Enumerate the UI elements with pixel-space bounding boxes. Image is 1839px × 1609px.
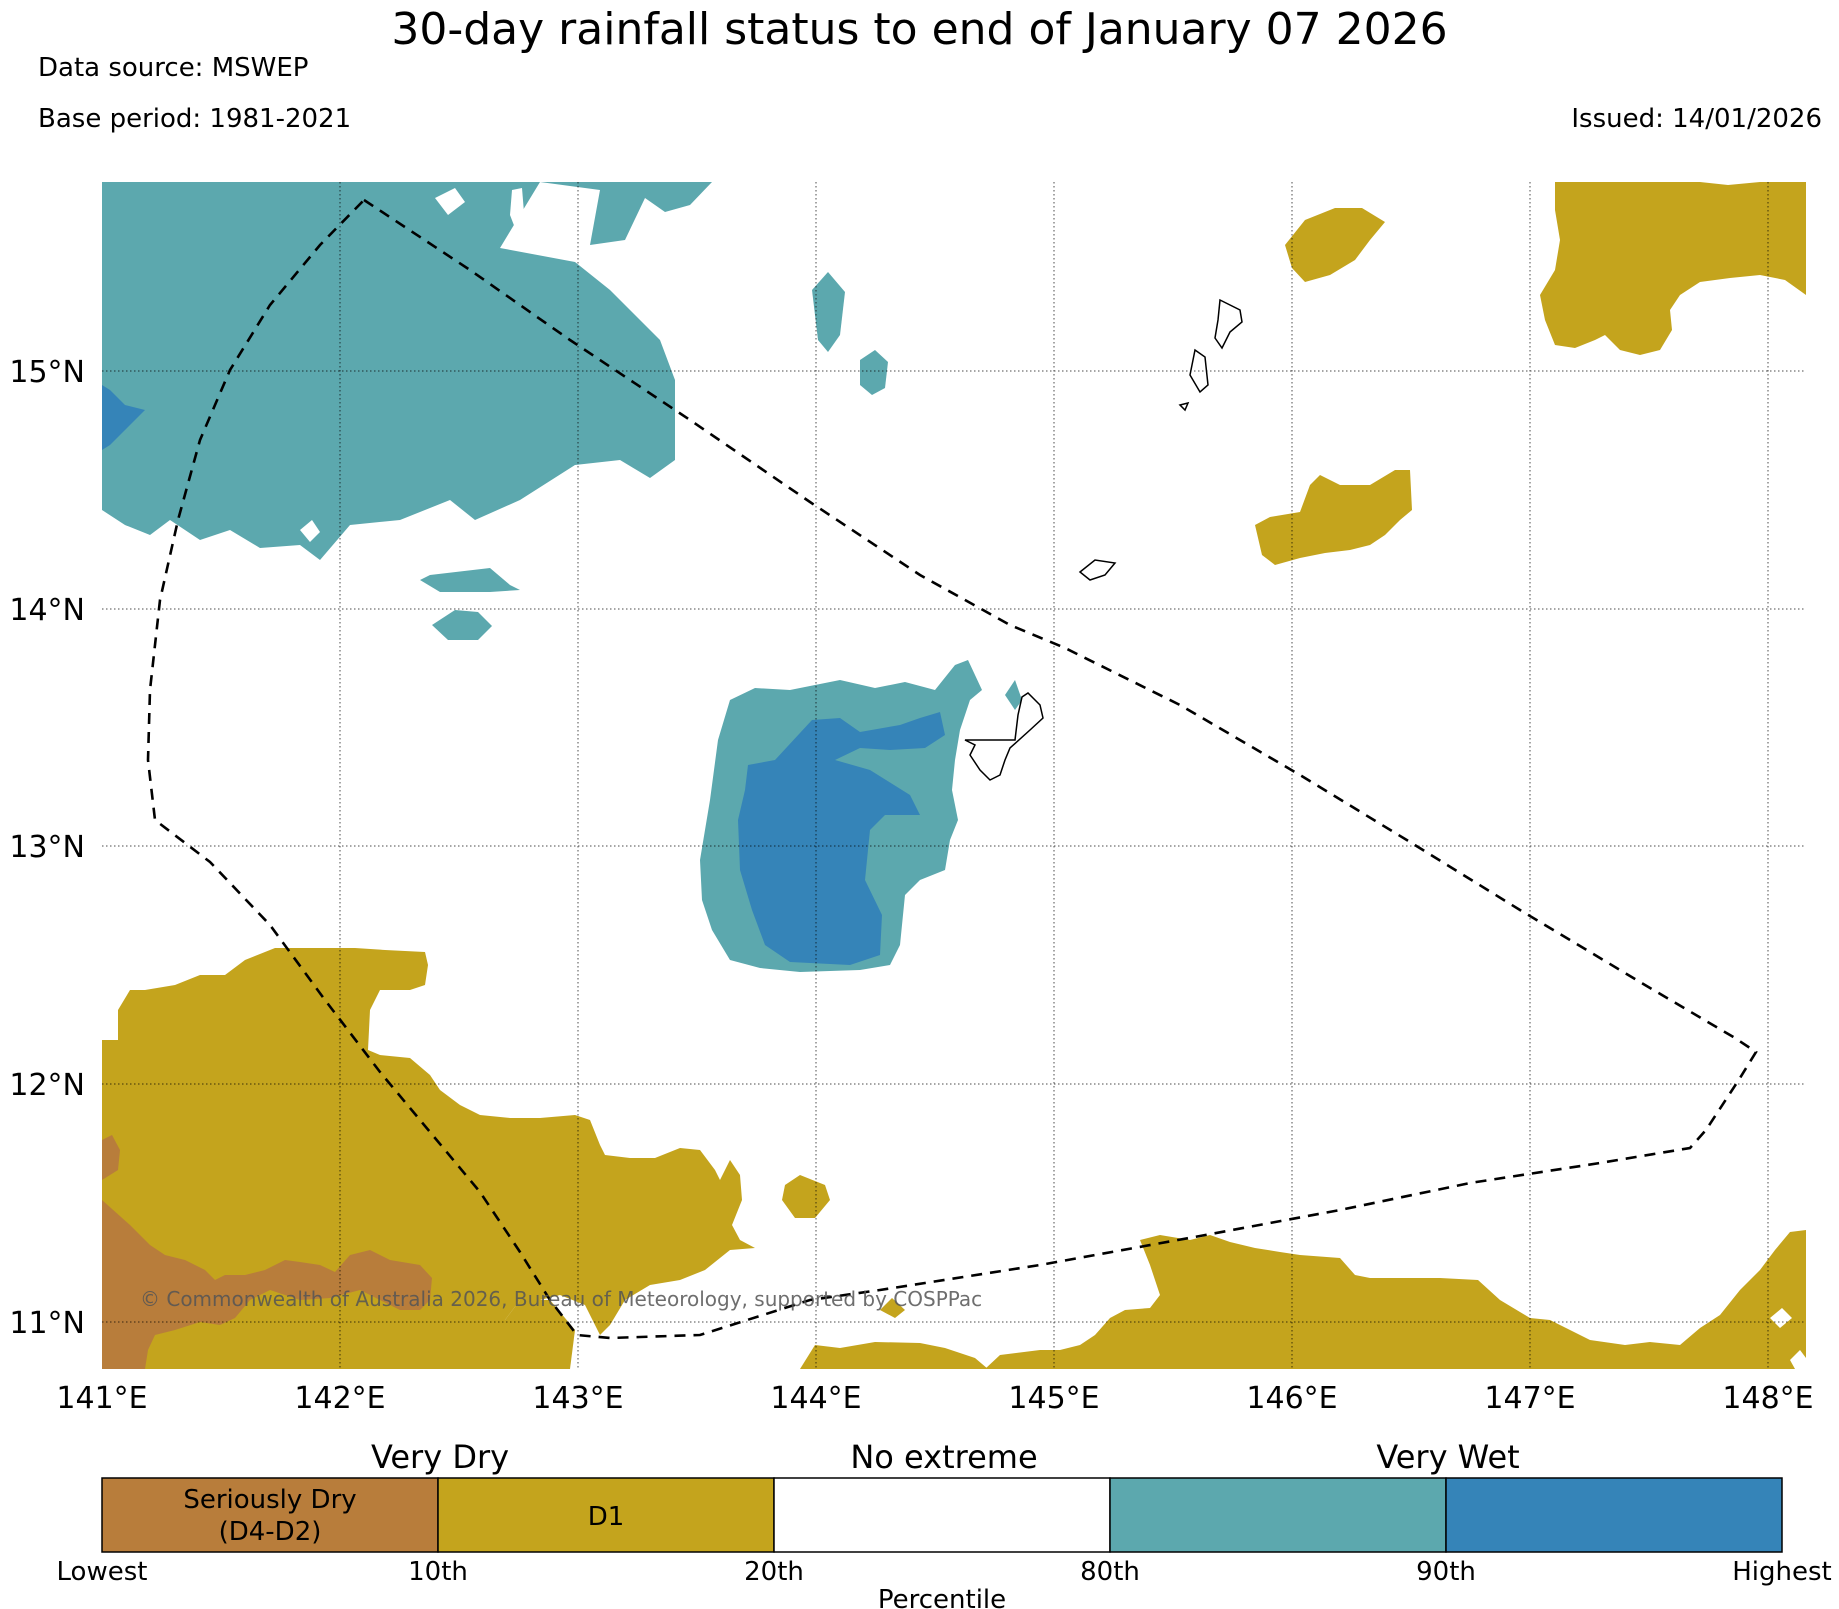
lat-tick-label: 15°N bbox=[9, 355, 85, 390]
eez-boundary bbox=[146, 198, 1758, 1340]
white-hole-3 bbox=[300, 520, 320, 542]
white-hole-2 bbox=[510, 188, 525, 228]
lon-tick-label: 148°E bbox=[1722, 1381, 1813, 1416]
legend-group-very-wet: Very Wet bbox=[1376, 1438, 1519, 1476]
legend-swatch-no-extreme bbox=[773, 1477, 1111, 1553]
copyright-notice: © Commonwealth of Australia 2026, Bureau… bbox=[140, 1287, 982, 1311]
legend-tick-label: Highest bbox=[1732, 1557, 1832, 1587]
lat-labels: 15°N 14°N 13°N 12°N 11°N bbox=[9, 355, 85, 1341]
lon-tick-label: 147°E bbox=[1484, 1381, 1575, 1416]
chart-title: 30-day rainfall status to end of January… bbox=[391, 4, 1448, 55]
legend-tick-label: 80th bbox=[1080, 1557, 1140, 1587]
very-wet-region-west bbox=[102, 385, 145, 450]
lat-tick-label: 12°N bbox=[9, 1068, 85, 1103]
legend-group-no-extreme: No extreme bbox=[850, 1438, 1037, 1476]
dry-region-south bbox=[800, 1342, 988, 1369]
base-period-label: Base period: 1981-2021 bbox=[38, 104, 352, 134]
island-outlines bbox=[964, 298, 1243, 781]
legend: Very Dry No extreme Very Wet Seriously D… bbox=[57, 1438, 1832, 1609]
wet-region-small-1 bbox=[420, 568, 520, 592]
dry-region-north-1 bbox=[1285, 208, 1385, 282]
seriously-dry-region bbox=[102, 1135, 432, 1369]
dry-region-southwest bbox=[102, 948, 755, 1369]
legend-axis-title: Percentile bbox=[878, 1585, 1006, 1609]
wet-region-small-4 bbox=[860, 350, 888, 395]
legend-label-seriously-dry: Seriously Dry bbox=[183, 1485, 356, 1515]
dry-region-northeast bbox=[1540, 182, 1806, 355]
island-saipan bbox=[1214, 298, 1243, 350]
island-aguijan bbox=[1178, 401, 1190, 412]
dry-region-small-1 bbox=[782, 1175, 830, 1218]
island-guam bbox=[964, 692, 1044, 781]
wet-region-small-3 bbox=[812, 272, 845, 352]
legend-label-seriously-dry-sub: (D4-D2) bbox=[219, 1517, 322, 1547]
lon-tick-label: 143°E bbox=[532, 1381, 623, 1416]
dry-region-southeast bbox=[985, 1230, 1806, 1369]
white-hole-5 bbox=[1790, 1350, 1806, 1369]
dry-region-small-2 bbox=[880, 1298, 905, 1318]
wet-region-small-2 bbox=[432, 610, 492, 640]
island-tinian bbox=[1189, 348, 1209, 394]
legend-swatch-wet bbox=[1109, 1477, 1447, 1553]
issued-date-label: Issued: 14/01/2026 bbox=[1571, 104, 1822, 134]
lat-tick-label: 14°N bbox=[9, 593, 85, 628]
legend-swatch-seriously-dry bbox=[101, 1477, 439, 1553]
dry-region-southwest-2 bbox=[505, 1300, 575, 1369]
wet-region-small-5 bbox=[1005, 680, 1022, 710]
white-hole-1 bbox=[435, 188, 465, 215]
lon-tick-label: 145°E bbox=[1008, 1381, 1099, 1416]
lon-tick-label: 146°E bbox=[1246, 1381, 1337, 1416]
legend-tick-label: 90th bbox=[1416, 1557, 1476, 1587]
lon-labels: 141°E 142°E 143°E 144°E 145°E 146°E 147°… bbox=[56, 1381, 1813, 1416]
legend-swatch-d1 bbox=[437, 1477, 775, 1553]
white-hole-4 bbox=[1770, 1308, 1792, 1328]
legend-swatch-very-wet bbox=[1445, 1477, 1783, 1553]
island-rota bbox=[1078, 559, 1117, 581]
legend-tick-label: 10th bbox=[408, 1557, 468, 1587]
very-wet-region-central bbox=[738, 712, 945, 965]
lat-tick-label: 11°N bbox=[9, 1306, 85, 1341]
lon-tick-label: 141°E bbox=[56, 1381, 147, 1416]
lon-tick-label: 142°E bbox=[294, 1381, 385, 1416]
legend-group-very-dry: Very Dry bbox=[371, 1438, 509, 1476]
dry-region-north-2 bbox=[1255, 470, 1412, 565]
map-plot-area bbox=[102, 182, 1806, 1369]
legend-tick-label: Lowest bbox=[57, 1557, 148, 1587]
legend-label-d1: D1 bbox=[588, 1502, 625, 1532]
lat-tick-label: 13°N bbox=[9, 830, 85, 865]
legend-tick-label: 20th bbox=[744, 1557, 804, 1587]
data-source-label: Data source: MSWEP bbox=[38, 53, 309, 83]
lon-tick-label: 144°E bbox=[770, 1381, 861, 1416]
graticule bbox=[102, 182, 1806, 1369]
